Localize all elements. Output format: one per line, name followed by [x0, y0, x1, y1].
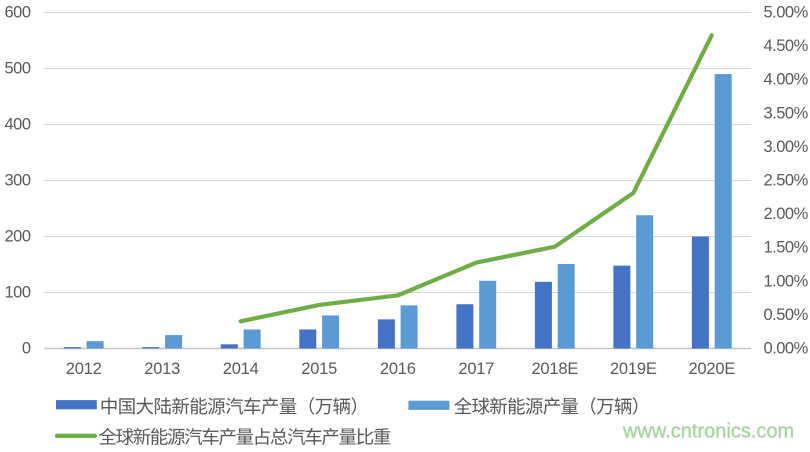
- svg-text:2013: 2013: [144, 360, 180, 378]
- svg-text:0.00%: 0.00%: [764, 340, 809, 358]
- svg-text:2017: 2017: [458, 360, 494, 378]
- svg-text:4.00%: 4.00%: [764, 71, 809, 89]
- svg-text:2.00%: 2.00%: [764, 205, 809, 223]
- svg-text:0: 0: [22, 340, 31, 358]
- svg-text:1.50%: 1.50%: [764, 239, 809, 257]
- svg-text:2018E: 2018E: [531, 360, 578, 378]
- svg-text:0.50%: 0.50%: [764, 306, 809, 324]
- svg-text:300: 300: [4, 172, 30, 190]
- svg-text:1.00%: 1.00%: [764, 272, 809, 290]
- svg-text:400: 400: [4, 116, 30, 134]
- svg-text:2016: 2016: [380, 360, 416, 378]
- svg-text:4.50%: 4.50%: [764, 37, 809, 55]
- svg-text:3.00%: 3.00%: [764, 138, 809, 156]
- svg-text:600: 600: [4, 4, 30, 22]
- svg-text:100: 100: [4, 284, 30, 302]
- svg-text:500: 500: [4, 60, 30, 78]
- svg-text:www.cntronics.com: www.cntronics.com: [622, 421, 794, 443]
- svg-text:2015: 2015: [301, 360, 337, 378]
- svg-text:200: 200: [4, 228, 30, 246]
- svg-text:3.50%: 3.50%: [764, 104, 809, 122]
- svg-text:5.00%: 5.00%: [764, 4, 809, 22]
- svg-text:2.50%: 2.50%: [764, 172, 809, 190]
- svg-text:2012: 2012: [66, 360, 102, 378]
- svg-text:2019E: 2019E: [610, 360, 657, 378]
- svg-text:2020E: 2020E: [688, 360, 735, 378]
- svg-text:2014: 2014: [223, 360, 259, 378]
